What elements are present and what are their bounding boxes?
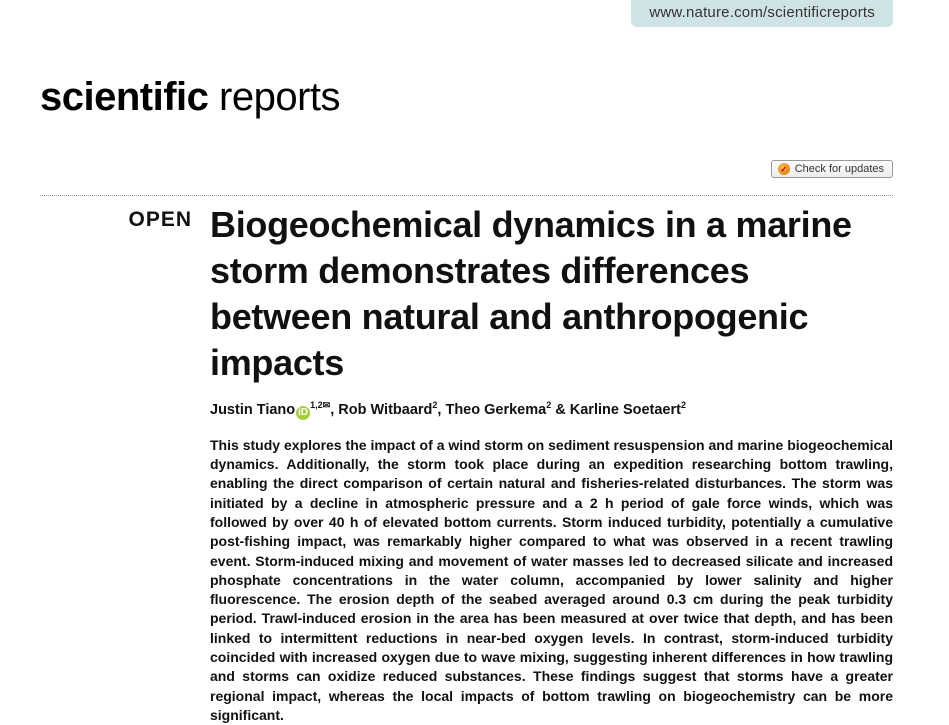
article-main: Biogeochemical dynamics in a marine stor… [210, 196, 893, 725]
article-content: OPEN Biogeochemical dynamics in a marine… [40, 195, 893, 725]
orcid-icon[interactable]: iD [296, 406, 310, 420]
author-3-affil: 2 [546, 400, 551, 410]
open-access-label: OPEN [40, 208, 192, 232]
journal-name-bold: scientific [40, 75, 208, 119]
journal-url-banner: www.nature.com/scientificreports [631, 0, 893, 27]
open-access-column: OPEN [40, 196, 210, 725]
journal-name-light: reports [208, 75, 340, 119]
author-4-affil: 2 [681, 400, 686, 410]
corresponding-icon: ✉ [323, 400, 331, 410]
author-2-affil: 2 [432, 400, 437, 410]
author-1-affil: 1,2 [310, 400, 323, 410]
crossmark-icon: ✓ [778, 163, 790, 175]
author-2: Rob Witbaard [338, 402, 432, 418]
journal-logo: scientific reports [40, 75, 340, 120]
author-1: Justin Tiano [210, 402, 295, 418]
author-4: Karline Soetaert [570, 402, 681, 418]
author-list: Justin TianoiD1,2✉, Rob Witbaard2, Theo … [210, 400, 893, 419]
abstract-text: This study explores the impact of a wind… [210, 436, 893, 725]
author-3: Theo Gerkema [445, 402, 546, 418]
check-updates-label: Check for updates [795, 163, 884, 175]
check-updates-button[interactable]: ✓ Check for updates [771, 160, 893, 178]
article-title: Biogeochemical dynamics in a marine stor… [210, 202, 893, 386]
